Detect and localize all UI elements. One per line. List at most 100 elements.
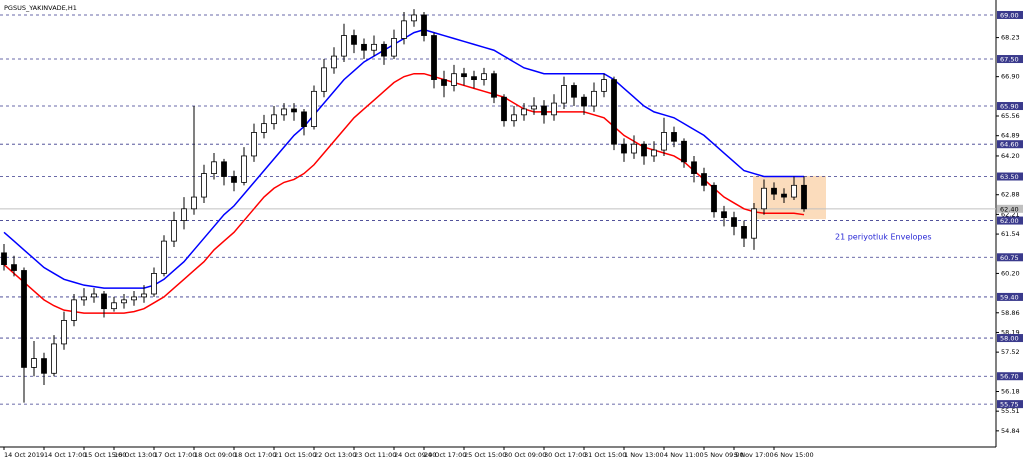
level-label: 69.00 [1000, 11, 1019, 19]
candle-body [421, 14, 427, 36]
level-box [997, 216, 1023, 225]
x-tick-label: 25 Oct 15:00 [464, 451, 506, 459]
candle-body [551, 102, 557, 116]
level-label: 59.40 [1000, 293, 1019, 301]
candle-body [121, 299, 127, 304]
envelope-line [3, 72, 805, 314]
candle-body [651, 149, 657, 157]
x-tick-label: 23 Oct 11:00 [354, 451, 396, 459]
y-tick-label: 58.19 [1001, 328, 1020, 336]
candle-body [341, 35, 347, 57]
candle-body [581, 96, 587, 107]
y-tick-label: 61.54 [1001, 230, 1020, 238]
candle-body [91, 293, 97, 298]
level-box [997, 292, 1023, 301]
candle-body [561, 85, 567, 104]
candle-body [161, 240, 167, 274]
candle-body [781, 193, 787, 198]
last-price-label: 62.40 [1000, 205, 1019, 213]
candle-body [311, 90, 317, 127]
candle-body [731, 217, 737, 227]
level-label: 62.00 [1000, 217, 1019, 225]
candle-body [521, 108, 527, 116]
candle-body [141, 293, 147, 298]
level-label: 63.50 [1000, 173, 1019, 181]
candle-body [131, 296, 137, 301]
last-price-box [997, 204, 1023, 213]
x-tick-label: 17 Oct 17:00 [154, 451, 196, 459]
x-tick-label: 1 Nov 13:00 [624, 451, 664, 459]
level-box [997, 55, 1023, 64]
candle-body [231, 176, 237, 183]
candle-body [401, 20, 407, 39]
y-tick-label: 64.89 [1001, 132, 1020, 140]
candle-body [71, 299, 77, 321]
candle-body [451, 73, 457, 86]
x-tick-label: 16 Oct 13:00 [114, 451, 156, 459]
candle-body [461, 73, 467, 78]
x-tick-label: 24 Oct 17:00 [424, 451, 466, 459]
candle-body [361, 43, 367, 51]
candle-body [761, 187, 767, 210]
candle-body [111, 302, 117, 310]
candle-body [371, 43, 377, 51]
candle-body [211, 161, 217, 174]
candle-body [281, 108, 287, 116]
level-label: 56.70 [1000, 373, 1019, 381]
candle-body [701, 173, 707, 186]
candle-body [41, 358, 47, 374]
y-tick-label: 60.20 [1001, 269, 1020, 277]
candle-body [191, 196, 197, 210]
x-tick-label: 31 Oct 15:00 [584, 451, 626, 459]
candle-body [171, 220, 177, 242]
candle-body [691, 161, 697, 174]
candle-body [591, 90, 597, 107]
candle-body [21, 270, 27, 368]
candle-body [381, 43, 387, 57]
candle-body [621, 143, 627, 154]
candle-body [801, 184, 807, 210]
level-label: 58.00 [1000, 335, 1019, 343]
y-tick-label: 54.84 [1001, 427, 1020, 435]
candle-body [251, 132, 257, 157]
y-tick-label: 55.51 [1001, 407, 1020, 415]
candle-body [481, 73, 487, 80]
level-label: 60.75 [1000, 254, 1019, 262]
candle-body [501, 96, 507, 122]
level-box [997, 253, 1023, 262]
y-tick-label: 68.23 [1001, 34, 1020, 42]
x-tick-label: 18 Oct 17:00 [234, 451, 276, 459]
candle-body [241, 155, 247, 183]
level-box [997, 400, 1023, 409]
candle-body [391, 38, 397, 57]
candle-body [671, 132, 677, 142]
candle-body [741, 226, 747, 239]
candle-body [221, 161, 227, 177]
candle-body [641, 143, 647, 157]
candle-body [331, 55, 337, 69]
x-tick-label: 5 Nov 17:00 [734, 451, 774, 459]
candle-body [721, 211, 727, 219]
annotation: 21 periyotluk Envelopes [835, 233, 932, 242]
candle-body [261, 123, 267, 133]
candle-body [181, 208, 187, 221]
candle-body [411, 14, 417, 22]
candle-body [471, 76, 477, 80]
candle-body [631, 143, 637, 154]
candle-body [531, 105, 537, 110]
candle-body [61, 320, 67, 345]
candle-body [771, 187, 777, 195]
y-tick-label: 65.56 [1001, 112, 1020, 120]
candle-body [201, 173, 207, 198]
candle-body [611, 79, 617, 145]
candle-body [291, 108, 297, 113]
y-tick-label: 58.86 [1001, 309, 1020, 317]
y-tick-label: 64.20 [1001, 152, 1020, 160]
level-box [997, 372, 1023, 381]
x-tick-label: 4 Nov 11:00 [664, 451, 704, 459]
candle-body [751, 208, 757, 239]
candle-body [81, 296, 87, 301]
